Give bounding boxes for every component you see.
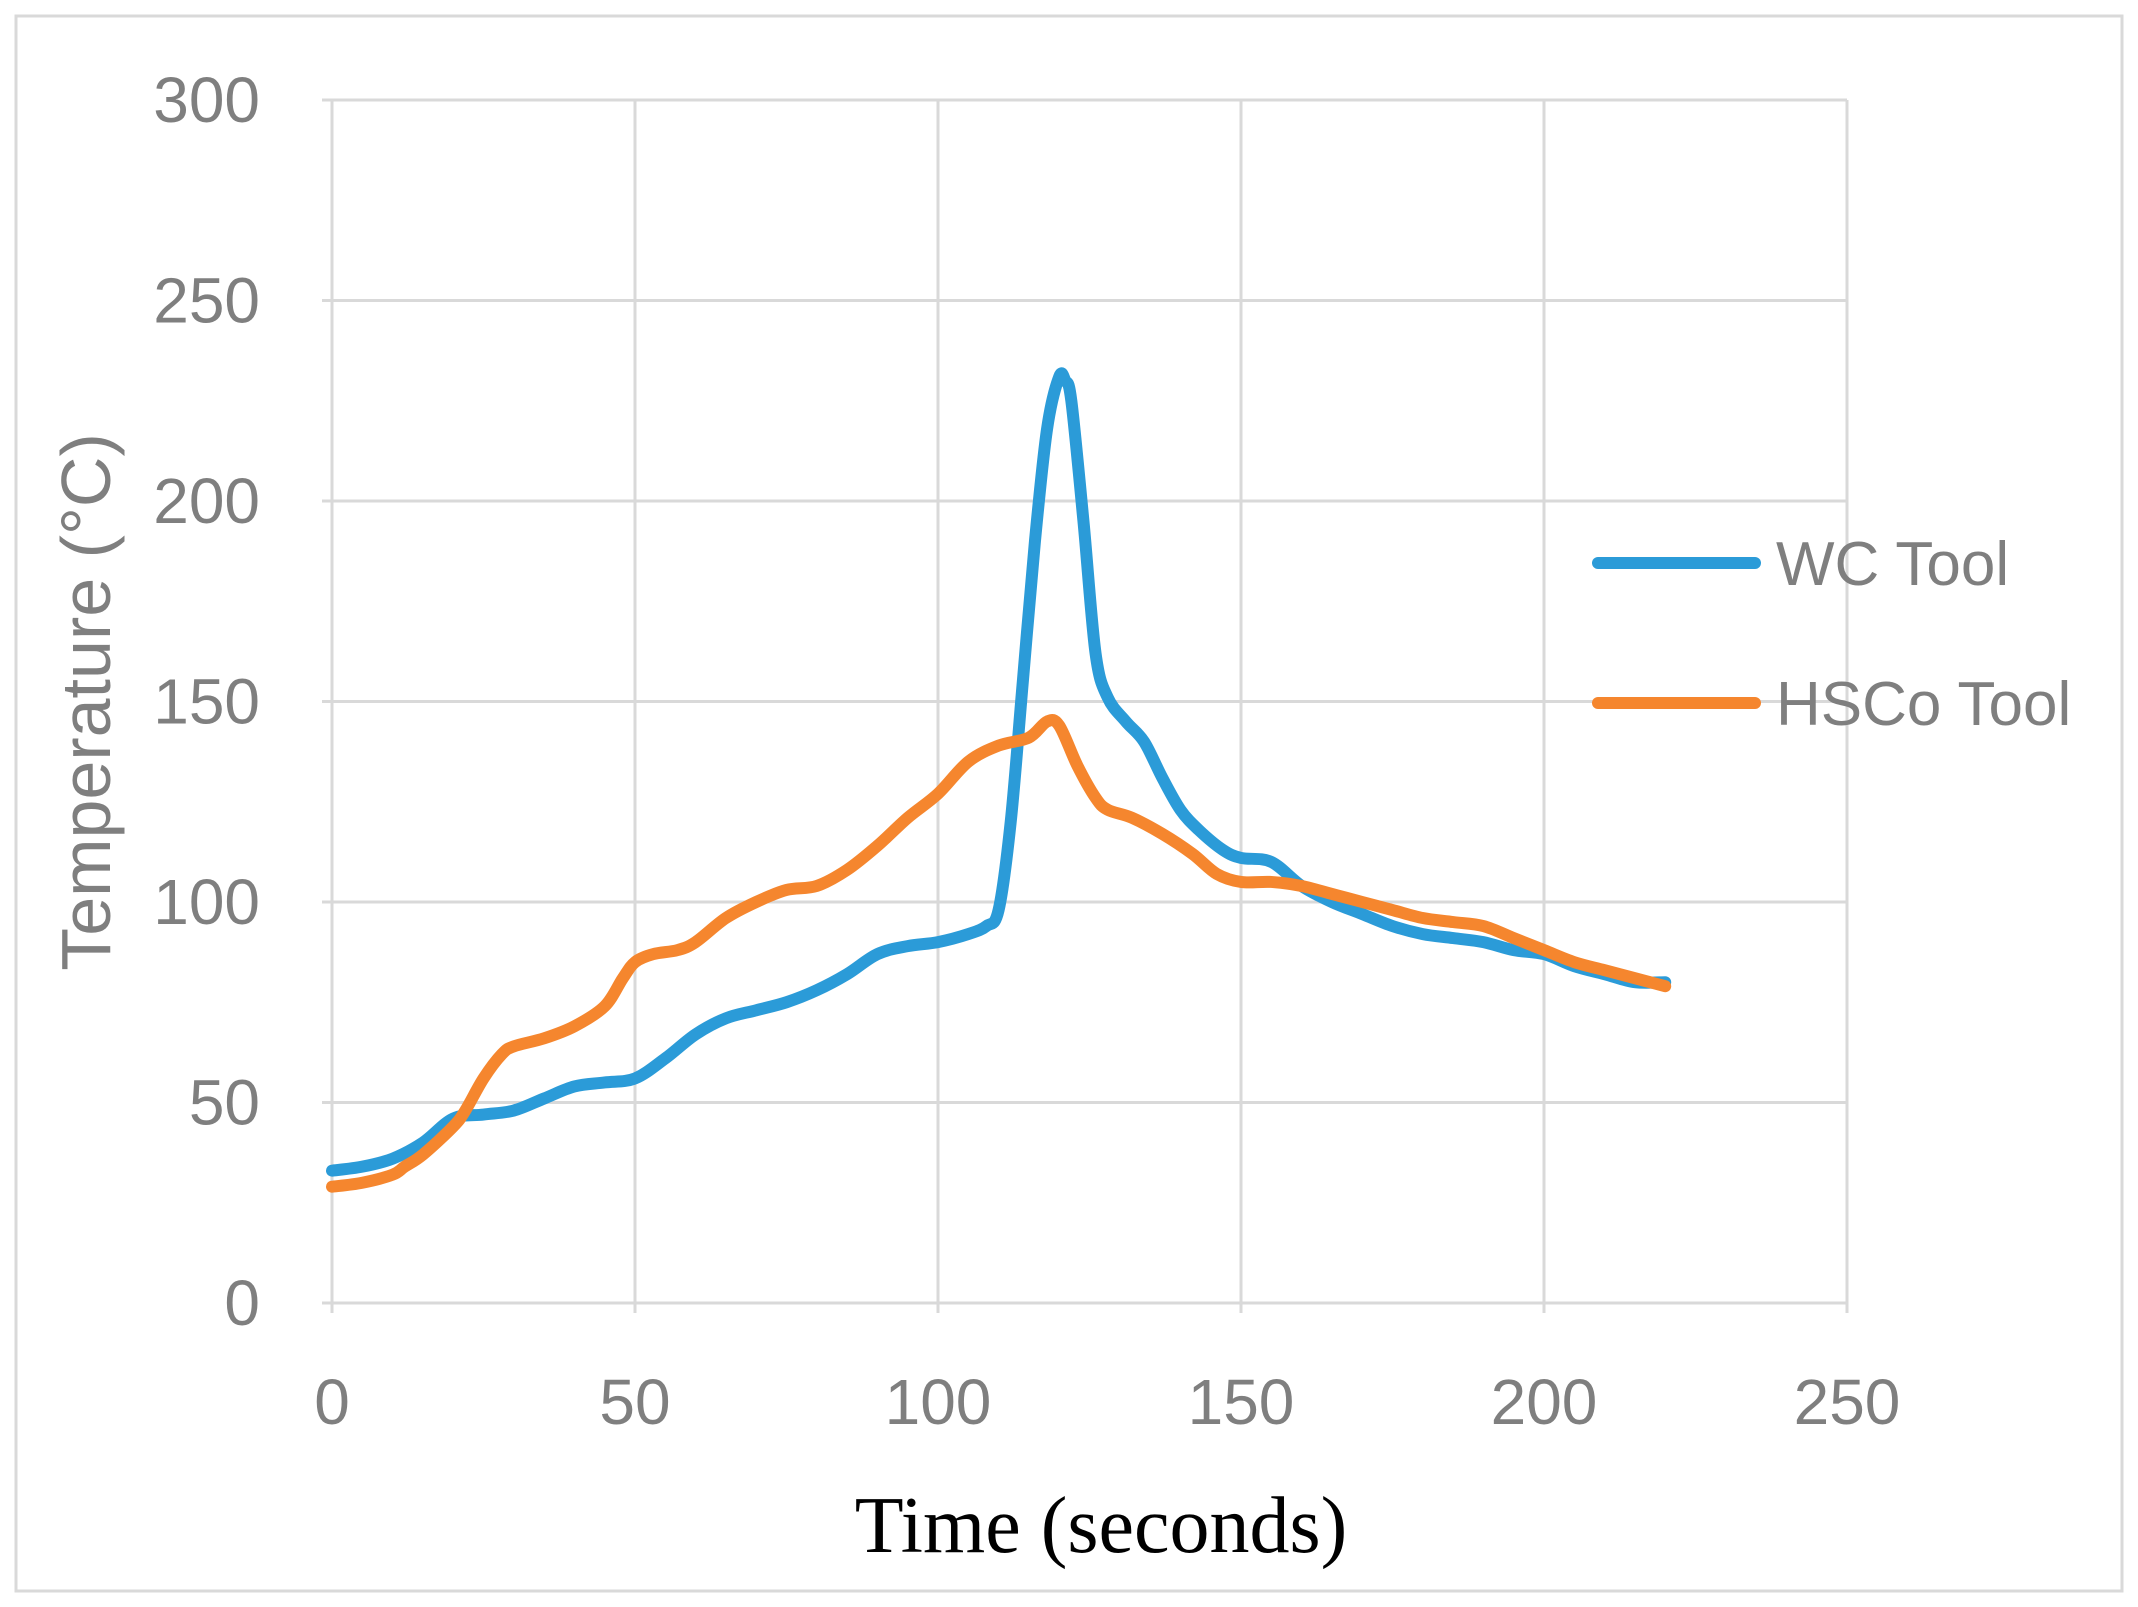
x-tick-label: 200 [1491, 1366, 1598, 1438]
y-axis-title: Temperature (°C) [47, 433, 125, 971]
x-tick-label: 50 [599, 1366, 670, 1438]
x-tick-label: 0 [314, 1366, 350, 1438]
y-tick-label: 300 [153, 64, 260, 136]
plot-series [326, 367, 1672, 1193]
y-axis-tick-labels: 0 50 100 150 200 250 300 [153, 64, 260, 1339]
series-line-wc-tool [326, 367, 1672, 1177]
x-tick-label: 100 [885, 1366, 992, 1438]
chart-border [14, 14, 2124, 1593]
y-tick-label: 150 [153, 666, 260, 738]
y-tick-label: 200 [153, 465, 260, 537]
x-tick-label: 250 [1794, 1366, 1901, 1438]
legend-label-hsco-tool: HSCo Tool [1776, 670, 2071, 739]
legend: WC Tool HSCo Tool [1592, 530, 2071, 739]
y-tick-label: 0 [224, 1267, 260, 1339]
y-tick-label: 100 [153, 866, 260, 938]
x-tick-label: 150 [1188, 1366, 1295, 1438]
y-tick-label: 50 [189, 1067, 260, 1139]
series-line-hsco-tool [326, 714, 1672, 1193]
legend-entry-wc-tool: WC Tool [1592, 530, 2009, 599]
x-axis-title: Time (seconds) [855, 1482, 1348, 1570]
gridlines [322, 98, 1849, 1313]
y-tick-label: 250 [153, 265, 260, 337]
legend-label-wc-tool: WC Tool [1776, 530, 2009, 599]
legend-entry-hsco-tool: HSCo Tool [1592, 670, 2071, 739]
x-axis-tick-labels: 0 50 100 150 200 250 [314, 1366, 1900, 1438]
